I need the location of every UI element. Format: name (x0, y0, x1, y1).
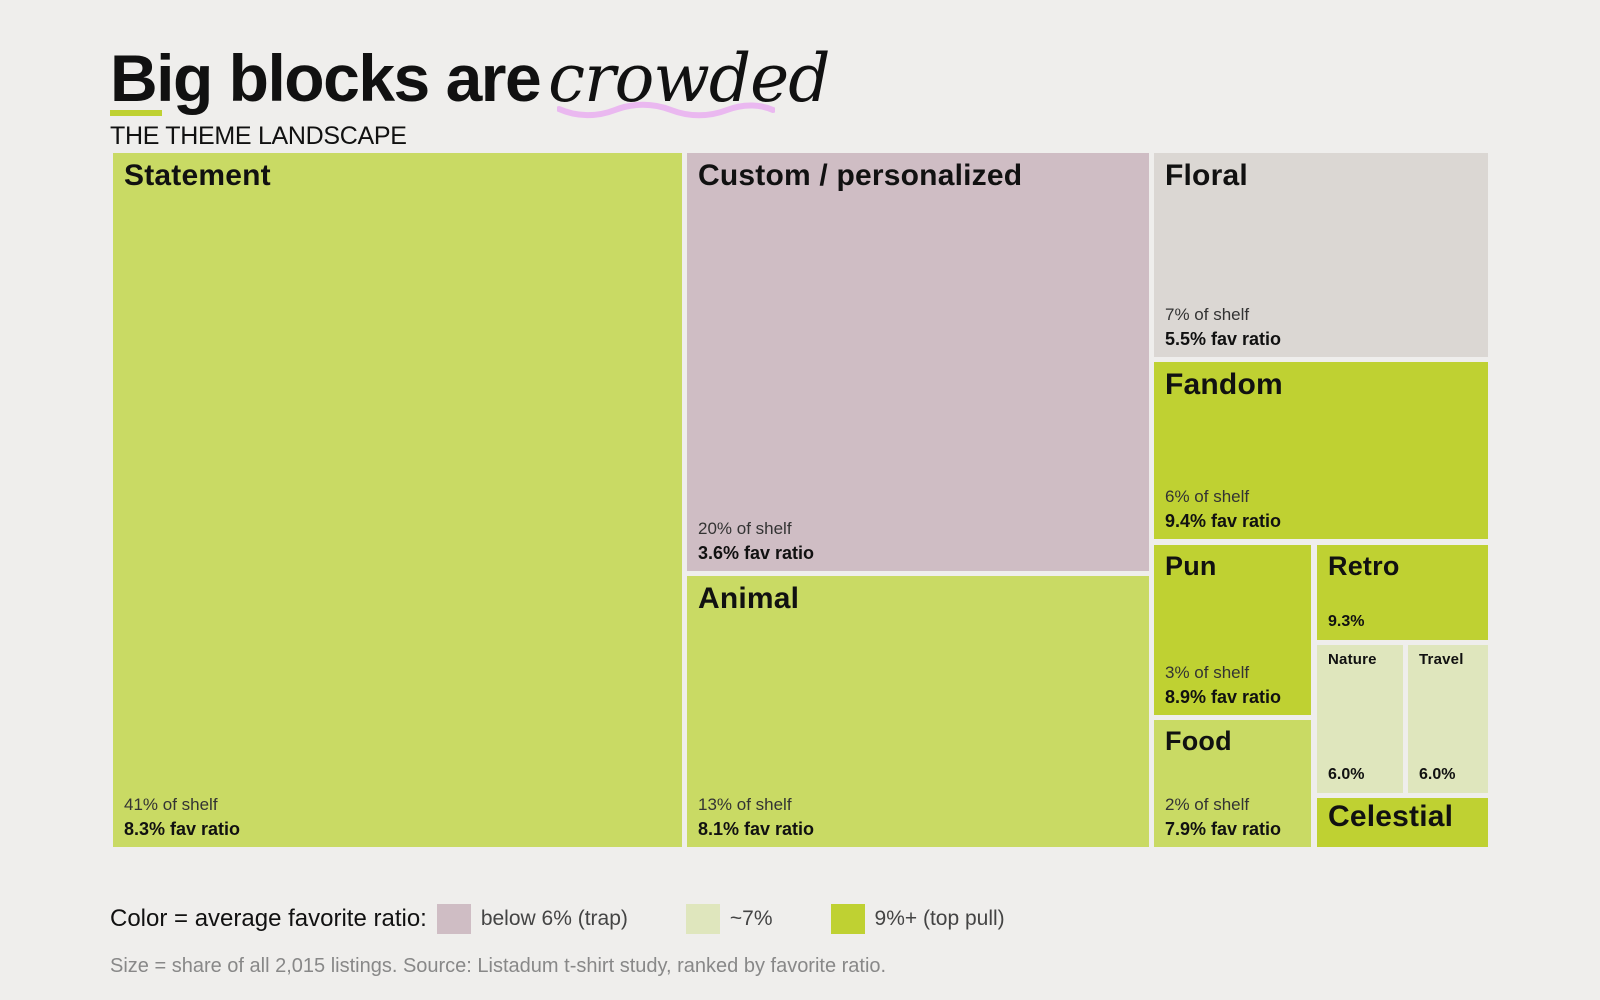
treemap-cell-statement: Statement 41% of shelf 8.3% fav ratio (113, 153, 682, 847)
treemap-cell-label: Statement (124, 159, 271, 192)
treemap-cell-ratio: 6.0% (1328, 766, 1365, 783)
title-main: Big blocks are (110, 41, 542, 115)
chart-title: Big blocks are crowded (110, 38, 830, 119)
treemap-cell-label: Custom / personalized (698, 159, 1023, 192)
treemap-cell-pun: Pun 3% of shelf 8.9% fav ratio (1154, 545, 1311, 715)
legend-item-trap: below 6% (trap) (480, 907, 628, 930)
treemap-cell-share: 3% of shelf (1165, 663, 1250, 682)
treemap-cell-label: Floral (1165, 159, 1248, 192)
treemap-cell-ratio: 5.5% fav ratio (1165, 329, 1282, 349)
treemap-cell-label: Fandom (1165, 368, 1283, 401)
treemap-cell-share: 6% of shelf (1165, 487, 1250, 506)
treemap-cell-celestial: Celestial (1317, 798, 1488, 847)
treemap-cell-label: Animal (698, 582, 800, 615)
treemap-cell-retro: Retro 9.3% (1317, 545, 1488, 640)
treemap-cell-label: Food (1165, 726, 1232, 756)
legend-label: Color = average favorite ratio: (110, 905, 427, 932)
treemap-cell-ratio: 6.0% (1419, 766, 1456, 783)
treemap-cell-label: Celestial (1328, 800, 1454, 833)
treemap-cell-share: 41% of shelf (124, 795, 218, 814)
treemap-cell-label: Travel (1419, 651, 1464, 668)
treemap-cell-share: 2% of shelf (1165, 795, 1250, 814)
treemap-cell-ratio: 9.3% (1328, 613, 1365, 630)
title-emphasis: crowded (548, 40, 830, 117)
legend-swatch-mid (685, 904, 720, 934)
treemap-cell-fandom: Fandom 6% of shelf 9.4% fav ratio (1154, 362, 1488, 539)
treemap-cell-ratio: 8.3% fav ratio (124, 819, 241, 839)
treemap-cell-share: 7% of shelf (1165, 305, 1250, 324)
treemap-cell-nature: Nature 6.0% (1317, 645, 1403, 793)
chart-footnote: Size = share of all 2,015 listings. Sour… (110, 955, 887, 977)
color-legend: Color = average favorite ratio: below 6%… (110, 904, 1063, 934)
treemap-cell-food: Food 2% of shelf 7.9% fav ratio (1154, 720, 1311, 847)
treemap-cell-share: 13% of shelf (698, 795, 792, 814)
title-accent-underline (110, 110, 162, 116)
legend-swatch-top (830, 904, 865, 934)
treemap-cell-floral: Floral 7% of shelf 5.5% fav ratio (1154, 153, 1488, 357)
chart-subtitle: THE THEME LANDSCAPE (110, 122, 407, 150)
legend-swatch-trap (436, 904, 471, 934)
treemap-cell-ratio: 9.4% fav ratio (1165, 511, 1282, 531)
treemap-cell-ratio: 3.6% fav ratio (698, 543, 815, 563)
treemap-cell-share: 20% of shelf (698, 519, 792, 538)
treemap-cell-label: Pun (1165, 551, 1217, 581)
legend-item-mid: ~7% (729, 907, 773, 930)
treemap-cell-ratio: 8.1% fav ratio (698, 819, 815, 839)
treemap-cell-travel: Travel 6.0% (1408, 645, 1488, 793)
treemap-cell-animal: Animal 13% of shelf 8.1% fav ratio (687, 576, 1149, 847)
treemap-cell-label: Nature (1328, 651, 1377, 668)
legend-item-top: 9%+ (top pull) (874, 907, 1005, 930)
treemap-cell-ratio: 8.9% fav ratio (1165, 687, 1282, 707)
treemap-cell-label: Retro (1328, 551, 1400, 581)
treemap-cell-ratio: 7.9% fav ratio (1165, 819, 1282, 839)
treemap-cell-custom-personalized: Custom / personalized 20% of shelf 3.6% fa… (687, 153, 1149, 571)
squiggle-underline-icon (557, 101, 775, 119)
